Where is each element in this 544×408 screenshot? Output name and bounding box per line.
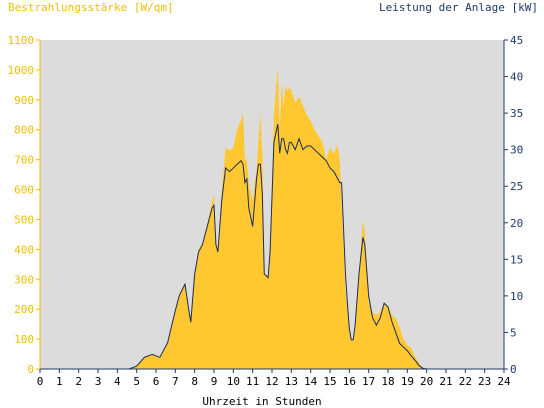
x-tick-label: 21 [439,375,452,388]
x-axis-label: Uhrzeit in Stunden [202,395,321,408]
irradiance-area [40,66,504,370]
x-tick-label: 19 [401,375,414,388]
right-axis-label: Leistung der Anlage [kW] [379,1,538,14]
left-tick-label: 1000 [8,64,35,77]
right-tick-label: 0 [510,363,517,376]
left-tick-label: 300 [14,273,34,286]
x-tick-label: 24 [497,375,511,388]
x-tick-label: 18 [381,375,394,388]
x-tick-label: 3 [95,375,102,388]
right-tick-label: 20 [510,217,523,230]
right-tick-label: 30 [510,144,523,157]
right-tick-label: 10 [510,290,523,303]
left-axis-label: Bestrahlungsstärke [W/qm] [8,1,174,14]
left-tick-label: 1100 [8,34,35,47]
x-tick-label: 9 [211,375,218,388]
x-tick-label: 4 [114,375,121,388]
right-tick-label: 40 [510,71,523,84]
x-tick-label: 23 [478,375,491,388]
left-tick-label: 800 [14,124,34,137]
x-tick-label: 20 [420,375,433,388]
x-tick-label: 1 [56,375,63,388]
x-tick-label: 15 [323,375,336,388]
left-ticks: 0 100 200 300 400 500 600 700 800 900 1000 1100 [8,34,40,376]
x-tick-label: 7 [172,375,179,388]
x-tick-label: 11 [246,375,259,388]
x-tick-label: 6 [153,375,160,388]
left-tick-label: 100 [14,333,34,346]
x-tick-label: 16 [343,375,356,388]
left-tick-label: 900 [14,94,34,107]
left-tick-label: 400 [14,243,34,256]
left-tick-label: 600 [14,184,34,197]
power-line [40,123,504,370]
right-tick-label: 15 [510,253,523,266]
left-tick-label: 200 [14,303,34,316]
right-tick-label: 25 [510,180,523,193]
right-ticks: 0 5 10 15 20 25 30 35 40 45 [504,34,523,376]
x-tick-label: 14 [304,375,318,388]
right-tick-label: 5 [510,326,517,339]
x-tick-label: 5 [133,375,140,388]
x-tick-label: 22 [459,375,472,388]
x-tick-label: 2 [75,375,82,388]
x-tick-label: 10 [227,375,240,388]
x-tick-label: 12 [265,375,278,388]
left-tick-label: 0 [27,363,34,376]
x-tick-label: 13 [285,375,298,388]
right-tick-label: 45 [510,34,523,47]
left-tick-label: 500 [14,213,34,226]
x-tick-label: 0 [37,375,44,388]
x-ticks: 0 1 2 3 4 5 6 7 8 9 10 11 12 13 14 15 16 17 18 19 20 21 22 23 24 [37,369,511,388]
x-tick-label: 8 [191,375,198,388]
x-tick-label: 17 [362,375,375,388]
left-tick-label: 700 [14,154,34,167]
right-tick-label: 35 [510,107,523,120]
